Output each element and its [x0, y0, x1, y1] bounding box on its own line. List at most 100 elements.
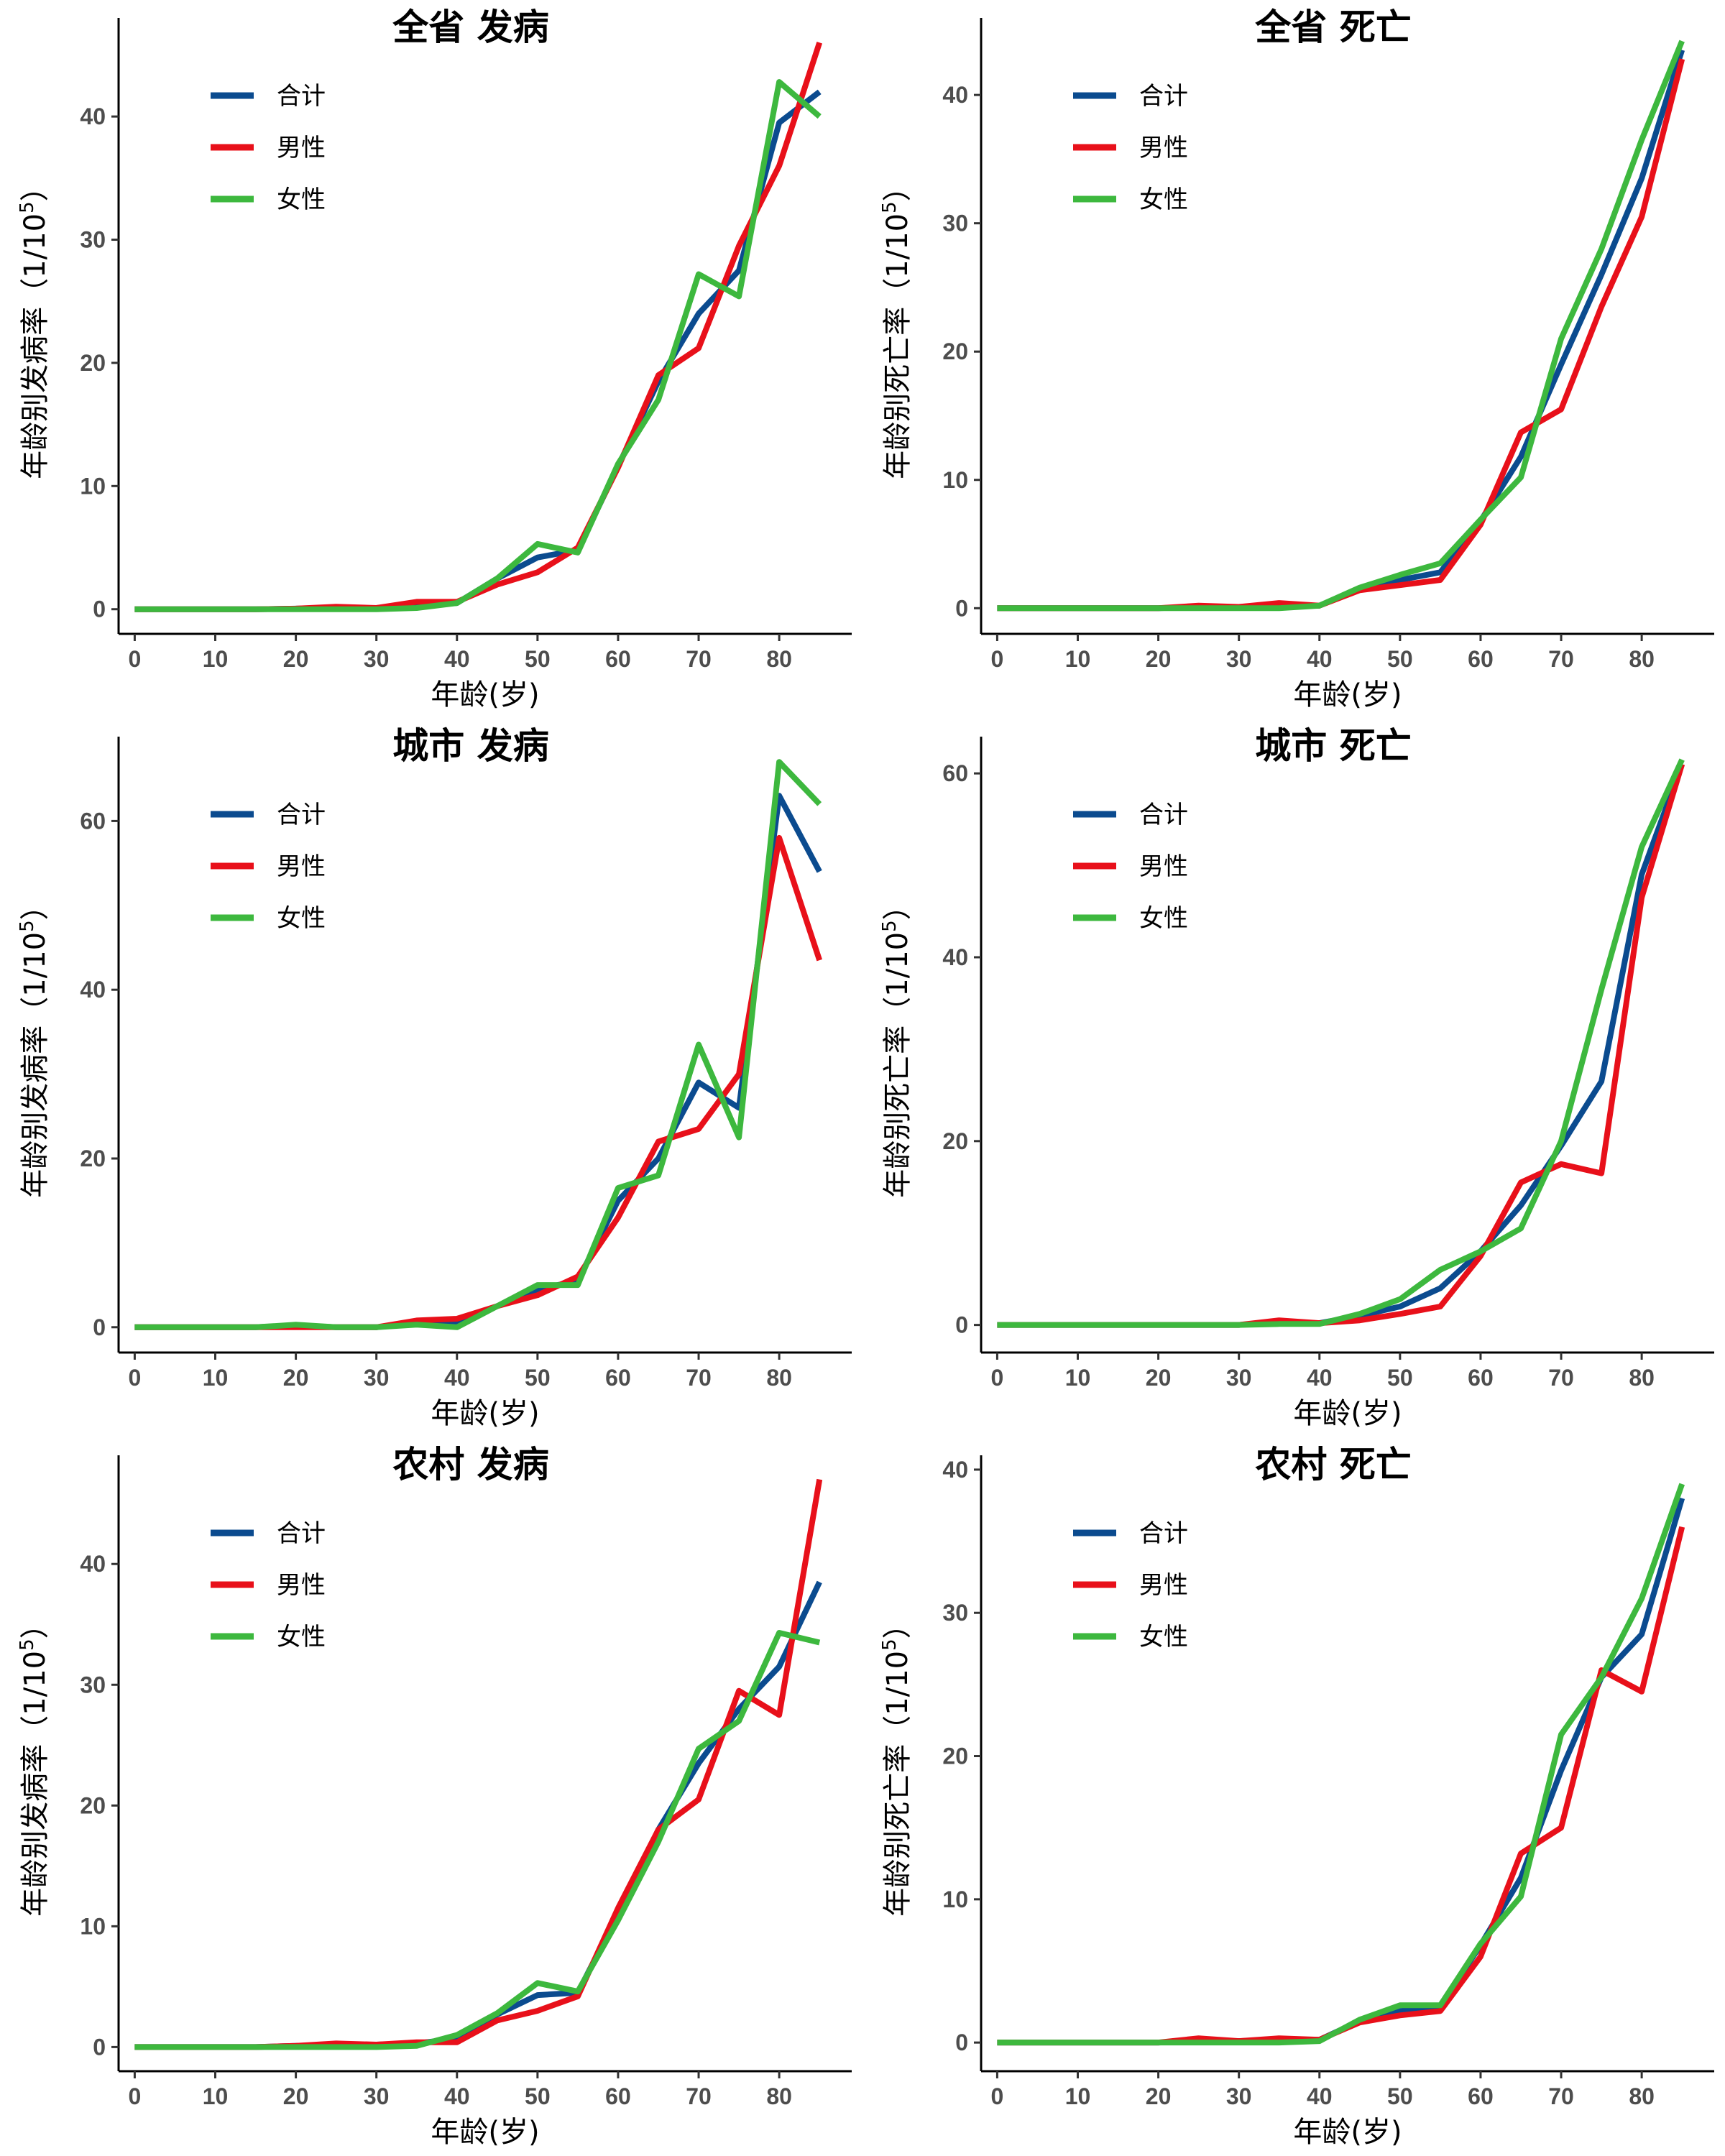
- x-tick-label: 40: [1307, 646, 1333, 672]
- x-tick-label: 60: [1468, 1365, 1494, 1391]
- data-point-male: [739, 246, 740, 247]
- data-point-total: [456, 1322, 457, 1323]
- panel-title: 农村 发病: [392, 1443, 548, 1485]
- data-point-female: [819, 1642, 820, 1643]
- x-tick-label: 80: [1629, 2083, 1655, 2109]
- data-point-male: [658, 375, 659, 376]
- data-point-male: [1399, 2015, 1400, 2016]
- y-tick-label: 60: [80, 808, 106, 834]
- data-point-male: [617, 1908, 618, 1909]
- data-point-female: [1480, 1943, 1481, 1944]
- data-point-female: [779, 762, 780, 763]
- series-line-male: [134, 1478, 823, 2050]
- x-tick-label: 50: [525, 1365, 551, 1391]
- data-point-male: [537, 1295, 538, 1296]
- chart-rural-incidence: 农村 发病 0 10 20 30 40 0 10 20 30 40 50 60 70 80 年龄(岁) 年龄别发…: [17, 1443, 852, 2149]
- y-axis-title: 年龄别发病率（1/105）: [17, 1610, 52, 1916]
- chart-urban-mortality: 城市 死亡 0 20 40 60 0 10 20 30 40 50 60 70 80 年龄(岁) 年龄别死亡率…: [879, 724, 1714, 1430]
- x-tick-label: 40: [444, 1365, 470, 1391]
- data-point-male: [779, 837, 780, 838]
- x-tick-label: 60: [605, 2083, 631, 2109]
- x-tick-label: 40: [1307, 2083, 1333, 2109]
- y-axis-title-unit: （1/10: [881, 1651, 914, 1744]
- legend-label-female: 女性: [277, 185, 326, 214]
- x-tick-label: 80: [766, 1365, 792, 1391]
- data-point-total: [537, 1995, 538, 1996]
- x-tick-label: 20: [283, 1365, 309, 1391]
- data-point-total: [1521, 456, 1522, 457]
- data-point-female: [1198, 2042, 1199, 2043]
- panel-rural-incidence: 农村 发病 0 10 20 30 40 0 10 20 30 40 50 60 70 80 年龄(岁) 年龄别发…: [0, 1437, 862, 2156]
- y-axis-title-close: ）: [19, 891, 52, 920]
- data-point-total: [658, 1158, 659, 1159]
- data-point-female: [416, 2045, 417, 2046]
- x-tick-label: 50: [1387, 646, 1413, 672]
- data-point-male: [617, 1217, 618, 1218]
- x-tick-label: 40: [1307, 1365, 1333, 1391]
- x-tick-label: 70: [1548, 1365, 1574, 1391]
- data-point-male: [1399, 585, 1400, 586]
- data-point-female: [1319, 605, 1320, 606]
- data-point-total: [819, 1582, 820, 1583]
- series-line-male: [134, 42, 823, 612]
- y-axis-title-close: ）: [881, 891, 914, 920]
- data-point-female: [1319, 1324, 1320, 1325]
- legend-label-total: 合计: [277, 1519, 326, 1548]
- data-point-female: [456, 603, 457, 604]
- x-tick-label: 20: [1146, 646, 1172, 672]
- data-point-female: [658, 1175, 659, 1176]
- series-line-female: [134, 759, 822, 1330]
- x-tick-label: 10: [203, 1365, 229, 1391]
- y-tick-label: 40: [942, 82, 968, 108]
- legend-label-total: 合计: [1139, 801, 1188, 829]
- y-tick-label: 0: [93, 2034, 106, 2060]
- panel-title: 城市 死亡: [1255, 724, 1411, 767]
- data-point-male: [819, 1479, 820, 1480]
- y-tick-label: 10: [80, 1913, 106, 1939]
- data-point-female: [1399, 2005, 1400, 2006]
- series-line-female: [997, 1483, 1685, 2046]
- data-point-female: [537, 1285, 538, 1286]
- y-tick-label: 0: [93, 1314, 106, 1340]
- y-axis-title-main: 年龄别死亡率: [881, 1744, 914, 1917]
- series-line-total: [134, 89, 822, 612]
- x-axis-title: 年龄(岁): [1293, 678, 1402, 711]
- series-line-total: [997, 763, 1685, 1328]
- data-point-male: [1359, 1320, 1360, 1321]
- x-tick-label: 30: [364, 646, 390, 672]
- data-point-male: [1601, 1173, 1602, 1174]
- data-point-male: [1521, 1853, 1522, 1854]
- y-axis-title-unit: （1/10: [19, 932, 52, 1026]
- series-line-male: [997, 763, 1685, 1328]
- data-point-male: [658, 1141, 659, 1142]
- x-tick-label: 60: [1468, 2083, 1494, 2109]
- data-point-female: [1399, 574, 1400, 575]
- data-point-female: [739, 296, 740, 297]
- x-tick-label: 70: [686, 2083, 712, 2109]
- y-axis-title: 年龄别死亡率（1/105）: [879, 1610, 914, 1916]
- data-point-female: [1521, 477, 1522, 478]
- data-point-female: [1359, 2019, 1360, 2020]
- y-tick-label: 30: [942, 211, 968, 236]
- y-tick-label: 0: [955, 1312, 968, 1338]
- data-point-total: [1521, 1205, 1522, 1206]
- x-axis-title: 年龄(岁): [1293, 2116, 1402, 2149]
- panel-title: 城市 发病: [392, 724, 548, 767]
- y-axis-title-exponent: 5: [879, 1639, 901, 1651]
- data-point-male: [1480, 1956, 1481, 1957]
- data-point-total: [779, 122, 780, 123]
- data-point-female: [1238, 2042, 1239, 2043]
- legend-label-female: 女性: [1139, 185, 1188, 214]
- data-point-male: [537, 572, 538, 573]
- y-axis-title-close: ）: [19, 172, 52, 201]
- data-point-male: [416, 1320, 417, 1321]
- series-line-female: [997, 758, 1685, 1328]
- y-axis-title-unit: （1/10: [881, 932, 914, 1026]
- data-point-female: [819, 116, 820, 117]
- data-point-female: [1521, 1896, 1522, 1897]
- legend-label-female: 女性: [277, 904, 326, 933]
- y-tick-label: 40: [942, 1457, 968, 1483]
- y-axis-title-close: ）: [881, 1610, 914, 1639]
